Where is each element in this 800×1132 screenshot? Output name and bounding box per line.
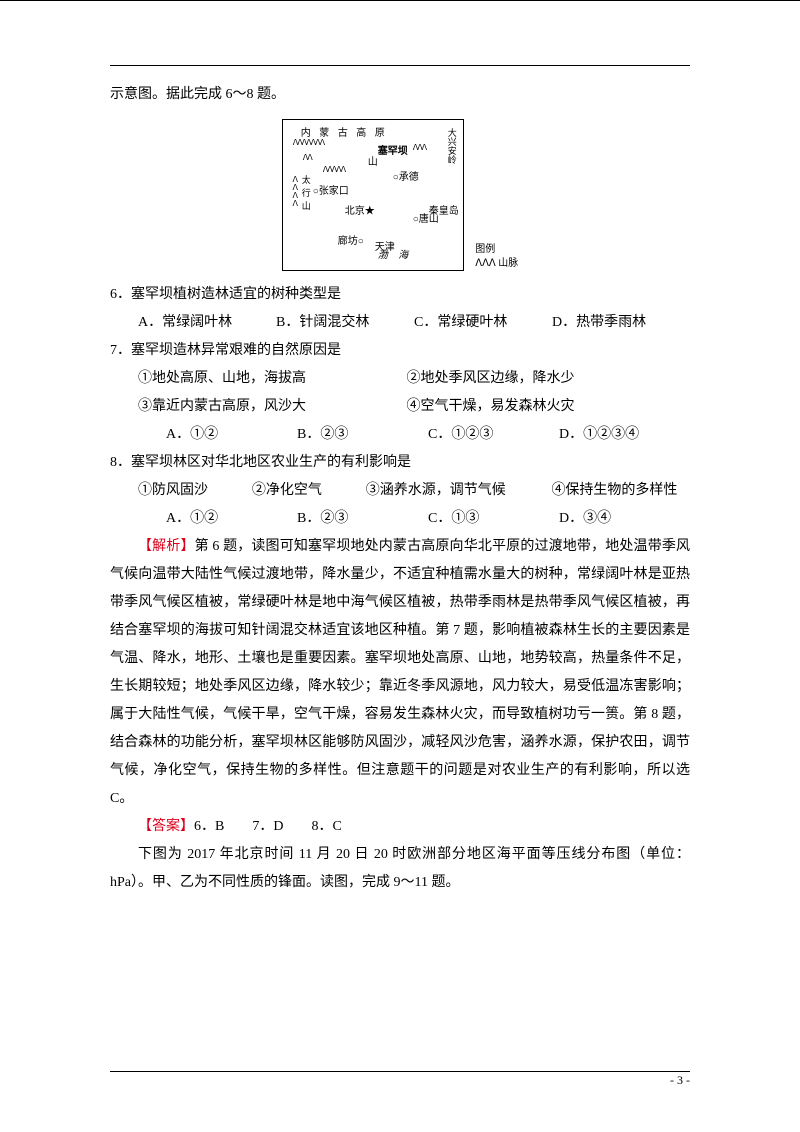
q7-opt-d: D．①②③④ — [559, 421, 690, 449]
next-intro: 下图为 2017 年北京时间 11 月 20 日 20 时欧洲部分地区海平面等压… — [110, 841, 690, 897]
map-label-taihang: 太行山 — [297, 175, 315, 214]
q7-s4: ④空气干燥，易发森林火灾 — [406, 399, 574, 414]
page-number: - 3 - — [670, 1068, 690, 1092]
q7-opt-a: A．①② — [166, 421, 297, 449]
q7-s2: ②地处季风区边缘，降水少 — [406, 371, 574, 386]
q8-s3: ③涵养水源，调节气候 — [366, 477, 548, 505]
q7-options: A．①② B．②③ C．①②③ D．①②③④ — [110, 421, 690, 449]
answers-text: 6．B 7．D 8．C — [194, 819, 342, 834]
mtn-row-2: ᐱᐱᐱ — [413, 140, 426, 156]
map-label-bohai: 渤 海 — [378, 246, 413, 266]
q7-sub-row1: ①地处高原、山地，海拔高 ②地处季风区边缘，降水少 — [110, 365, 690, 393]
answers-label: 【答案】 — [138, 819, 194, 834]
legend-title: 图例 — [475, 243, 518, 257]
answers-para: 【答案】6．B 7．D 8．C — [110, 813, 690, 841]
map-label-chengde: ○承德 — [393, 168, 419, 188]
q7-s3: ③靠近内蒙古高原，风沙大 — [138, 393, 403, 421]
map-label-dxal: 大兴安岭 — [443, 128, 461, 164]
q8-s1: ①防风固沙 — [138, 477, 248, 505]
figure-container: 内 蒙 古 高 原 ᐱᐱᐱᐱᐱᐱᐱ ᐱᐱᐱ 塞罕坝 大兴安岭 ᐱᐱ ᐱᐱᐱᐱᐱ … — [110, 119, 690, 271]
q7-s1: ①地处高原、山地，海拔高 — [138, 365, 403, 393]
q6-opt-d: D．热带季雨林 — [552, 309, 690, 337]
intro-text: 示意图。据此完成 6～8 题。 — [110, 81, 690, 109]
q8-s2: ②净化空气 — [252, 477, 362, 505]
q8-s4: ④保持生物的多样性 — [551, 483, 677, 498]
q8-stem: 8．塞罕坝林区对华北地区农业生产的有利影响是 — [110, 449, 690, 477]
q7-opt-c: C．①②③ — [428, 421, 559, 449]
q6-opt-b: B．针阔混交林 — [276, 309, 414, 337]
q7-opt-b: B．②③ — [297, 421, 428, 449]
q6-opt-c: C．常绿硬叶林 — [414, 309, 552, 337]
map-legend: 图例 ᐱᐱᐱ 山脉 — [475, 243, 518, 271]
mtn-row-1: ᐱᐱᐱᐱᐱᐱᐱ — [293, 135, 324, 151]
footer-rule — [110, 1071, 690, 1072]
q6-stem: 6．塞罕坝植树造林适宜的树种类型是 — [110, 281, 690, 309]
map-label-saihanba: 塞罕坝 — [378, 142, 408, 162]
q8-options: A．①② B．②③ C．①③ D．③④ — [110, 505, 690, 533]
header-rule — [110, 65, 690, 66]
q8-sub-row: ①防风固沙 ②净化空气 ③涵养水源，调节气候 ④保持生物的多样性 — [110, 477, 690, 505]
map-label-langfang: 廊坊○ — [338, 232, 364, 252]
map-box: 内 蒙 古 高 原 ᐱᐱᐱᐱᐱᐱᐱ ᐱᐱᐱ 塞罕坝 大兴安岭 ᐱᐱ ᐱᐱᐱᐱᐱ … — [282, 119, 464, 271]
map-label-qhd: 秦皇岛 — [429, 202, 459, 222]
analysis-para: 【解析】第 6 题，读图可知塞罕坝地处内蒙古高原向华北平原的过渡地带，地处温带季… — [110, 533, 690, 813]
q8-opt-c: C．①③ — [428, 505, 559, 533]
q8-opt-b: B．②③ — [297, 505, 428, 533]
map-label-beijing: 北京★ — [345, 202, 375, 222]
analysis-label: 【解析】 — [138, 539, 195, 554]
mtn-row-4: ᐱᐱᐱᐱᐱ — [323, 162, 345, 178]
mtn-row-3: ᐱᐱ — [303, 150, 312, 166]
q7-stem: 7．塞罕坝造林异常艰难的自然原因是 — [110, 337, 690, 365]
map-figure: 内 蒙 古 高 原 ᐱᐱᐱᐱᐱᐱᐱ ᐱᐱᐱ 塞罕坝 大兴安岭 ᐱᐱ ᐱᐱᐱᐱᐱ … — [282, 119, 519, 271]
legend-item: ᐱᐱᐱ 山脉 — [475, 257, 518, 271]
q6-opt-a: A．常绿阔叶林 — [138, 309, 276, 337]
map-label-yan: 山 — [368, 153, 378, 173]
q8-opt-a: A．①② — [166, 505, 297, 533]
page: 示意图。据此完成 6～8 题。 内 蒙 古 高 原 ᐱᐱᐱᐱᐱᐱᐱ ᐱᐱᐱ 塞罕… — [0, 0, 800, 1132]
q6-options: A．常绿阔叶林 B．针阔混交林 C．常绿硬叶林 D．热带季雨林 — [110, 309, 690, 337]
analysis-text: 第 6 题，读图可知塞罕坝地处内蒙古高原向华北平原的过渡地带，地处温带季风气候向… — [110, 539, 690, 806]
map-label-zjk: ○张家口 — [313, 182, 349, 202]
q8-opt-d: D．③④ — [559, 505, 690, 533]
q7-sub-row2: ③靠近内蒙古高原，风沙大 ④空气干燥，易发森林火灾 — [110, 393, 690, 421]
